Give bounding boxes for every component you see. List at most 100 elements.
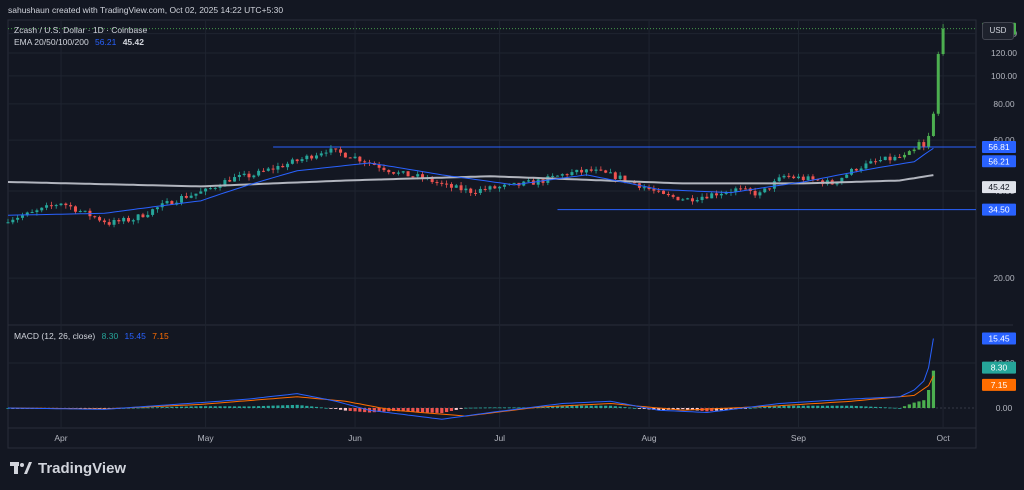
macd-histogram-bar [811, 405, 815, 408]
candle-body [127, 217, 130, 222]
candle-body [440, 182, 444, 184]
macd-histogram-bar [420, 408, 425, 413]
candle-body [180, 195, 184, 203]
macd-histogram-bar [184, 406, 188, 408]
candle-body [845, 174, 849, 178]
candle-body [194, 193, 198, 196]
candle-body [300, 159, 304, 162]
candle-body [257, 170, 261, 176]
candle-body [329, 148, 333, 153]
tradingview-logo[interactable]: TradingView [10, 460, 126, 477]
macd-histogram-bar [411, 408, 415, 412]
candle-body [93, 216, 97, 218]
macd-histogram-bar [854, 405, 858, 408]
candle-body [377, 164, 381, 168]
macd-histogram-bar [324, 407, 328, 409]
macd-histogram-bar [686, 408, 690, 410]
candle-body [16, 217, 20, 220]
macd-histogram-bar [396, 408, 401, 412]
time-axis[interactable]: Apr May Jun Jul Aug Sep Oct [54, 433, 950, 443]
macd-histogram-bar [223, 406, 227, 408]
price-tick-label: 60.00 [993, 135, 1015, 145]
macd-histogram-bar [729, 408, 733, 410]
candle-body [261, 170, 265, 172]
macd-histogram-bar [840, 405, 844, 408]
candle-body [618, 175, 622, 179]
candle-body [715, 193, 719, 196]
macd-histogram-bar [869, 406, 873, 408]
macd-histogram-bar [232, 406, 237, 408]
candle-body [768, 188, 772, 190]
macd-histogram-bar [237, 406, 241, 408]
macd-histogram-bar [295, 404, 299, 408]
macd-histogram-bar [874, 406, 878, 408]
candle-body [435, 182, 439, 184]
candle-body [739, 188, 743, 190]
macd-histogram-bar [623, 407, 627, 408]
candle-body [840, 177, 844, 183]
candle-body [281, 166, 285, 168]
candle-body [151, 209, 155, 215]
macd-histogram-bar [642, 408, 646, 409]
macd-histogram-bar [305, 405, 309, 408]
currency-button[interactable]: USD [982, 22, 1014, 40]
macd-histogram-bar [633, 408, 637, 409]
candle-body [666, 193, 670, 196]
macd-histogram-bar [314, 406, 319, 408]
macd-histogram-bar [218, 406, 222, 408]
macd-histogram-bar [363, 408, 367, 413]
macd-histogram-bar [358, 408, 362, 412]
macd-histogram-bar [213, 406, 217, 408]
candle-body [348, 157, 352, 159]
ema-lines [7, 147, 934, 216]
macd-histogram-bar [449, 408, 454, 411]
macd-histogram-bar [131, 407, 135, 409]
macd-histogram-bar [228, 406, 232, 408]
candle-body [339, 149, 343, 153]
ema-legend-value-2: 45.42 [123, 37, 145, 47]
macd-histogram-bar [473, 407, 478, 409]
candle-body [912, 149, 916, 152]
candle-body [363, 161, 367, 163]
candle-body [237, 174, 241, 178]
macd-histogram-bar [285, 405, 290, 408]
macd-histogram-bar [146, 407, 150, 409]
macd-histogram-bar [570, 405, 574, 408]
ema200-line [7, 174, 934, 188]
candle-body [580, 169, 584, 173]
macd-histogram-bar [252, 406, 256, 408]
macd-histogram-bar [329, 408, 333, 409]
macd-histogram-bar [599, 405, 603, 408]
macd-histogram-bar [927, 390, 931, 408]
macd-histogram-bar [714, 408, 719, 411]
macd-histogram-bar [912, 402, 916, 408]
level-price-tag-bg [982, 140, 1016, 153]
candle-body [213, 187, 217, 189]
candle-body [743, 188, 747, 190]
candle-body [35, 210, 39, 213]
legend-macd: MACD (12, 26, close) 8.30 15.45 7.15 [14, 331, 169, 341]
candle-body [570, 172, 574, 176]
candle-body [551, 175, 555, 177]
candle-body [941, 28, 945, 55]
macd-histogram-bar [478, 407, 482, 409]
macd-histogram-bar [551, 406, 555, 408]
candle-body [189, 195, 193, 198]
macd-histogram-bar [758, 407, 762, 409]
level-price-tag: 34.50 [982, 203, 1016, 216]
candle-body [555, 175, 559, 177]
candle-body [353, 156, 357, 159]
candle-body [136, 214, 140, 221]
time-tick-label: May [198, 433, 215, 443]
horizontal-levels [8, 28, 976, 211]
macd-histogram-bar [560, 405, 564, 408]
candle-body [430, 177, 434, 183]
candle-body [869, 161, 873, 164]
candle-body [936, 54, 940, 114]
candle-body [247, 173, 251, 178]
macd-histogram-bar [584, 405, 588, 408]
price-axis[interactable]: 20.0040.0060.0080.00100.00120.00140.000.… [991, 29, 1017, 413]
macd-histogram-bar [594, 405, 598, 408]
candle-body [527, 180, 531, 182]
